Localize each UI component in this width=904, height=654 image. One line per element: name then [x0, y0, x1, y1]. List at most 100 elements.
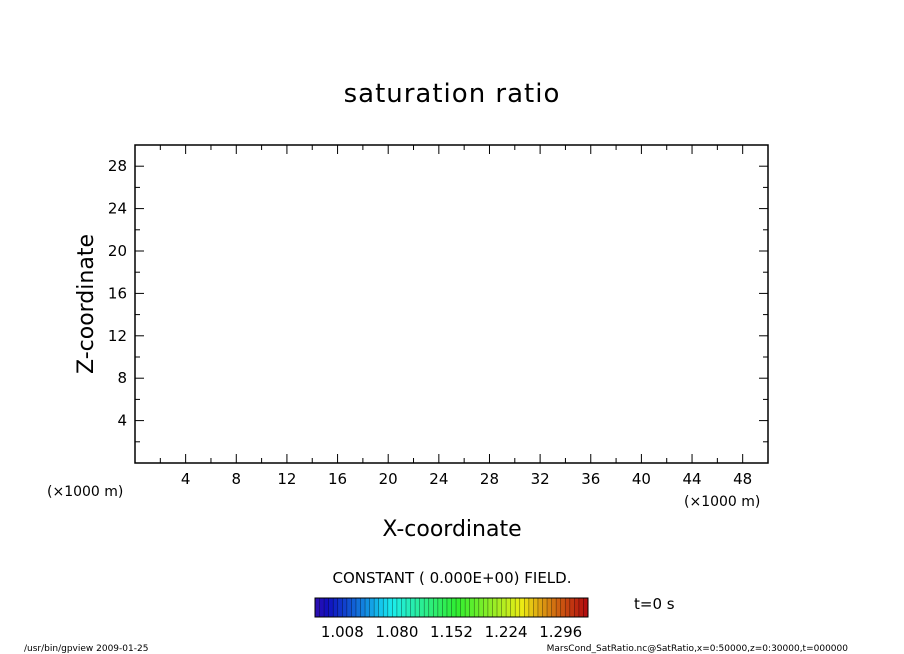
colorbar-tick-label: 1.224 — [485, 623, 528, 641]
colorbar-level — [396, 598, 402, 617]
y-axis: 4 8 12 16 20 24 28 — [108, 157, 768, 443]
colorbar-level — [428, 598, 434, 617]
x-axis-title: X-coordinate — [382, 517, 521, 542]
y-tick-label: 20 — [108, 242, 127, 260]
y-tick-label: 16 — [108, 284, 127, 302]
colorbar-level — [515, 598, 521, 617]
colorbar-level — [551, 598, 557, 617]
colorbar-level — [351, 598, 357, 617]
footer-right: MarsCond_SatRatio.nc@SatRatio,x=0:50000,… — [547, 644, 849, 654]
colorbar-frame — [314, 597, 589, 618]
colorbar-level — [456, 598, 461, 617]
colorbar-level — [360, 598, 366, 617]
y-tick-label: 28 — [108, 157, 127, 175]
colorbar-level — [537, 598, 543, 617]
colorbar-level — [365, 598, 370, 617]
colorbar-level — [437, 598, 443, 617]
colorbar-level — [556, 598, 561, 617]
y-tick-label: 24 — [108, 200, 127, 218]
colorbar-level — [478, 598, 484, 617]
x-tick-label: 36 — [581, 470, 600, 488]
colorbar-level — [333, 598, 339, 617]
colorbar-level — [406, 598, 411, 617]
y-tick-label: 8 — [117, 369, 127, 387]
colorbar-level — [387, 598, 393, 617]
colorbar-level — [442, 598, 448, 617]
colorbar-level — [524, 598, 530, 617]
colorbar-tick-label: 1.008 — [321, 623, 364, 641]
colorbar-level — [315, 598, 320, 617]
colorbar-level — [574, 598, 580, 617]
y-tick-label: 4 — [117, 412, 127, 430]
x-tick-label: 8 — [232, 470, 242, 488]
colorbar-level — [569, 598, 575, 617]
colorbar-level — [533, 598, 539, 617]
plot-frame — [134, 144, 769, 464]
colorbar-labels: 1.008 1.080 1.152 1.224 1.296 — [321, 623, 582, 641]
x-tick-label: 4 — [181, 470, 191, 488]
colorbar-level — [465, 598, 470, 617]
x-tick-label: 32 — [531, 470, 550, 488]
colorbar-level — [383, 598, 389, 617]
colorbar-tick-label: 1.152 — [430, 623, 473, 641]
x-tick-label: 44 — [682, 470, 701, 488]
colorbar-level — [374, 598, 379, 617]
colorbar-level — [369, 598, 375, 617]
colorbar-level — [446, 598, 452, 617]
colorbar-level — [451, 598, 457, 617]
colorbar-level — [506, 598, 511, 617]
colorbar-level — [547, 598, 552, 617]
colorbar-level — [419, 598, 425, 617]
field-note: CONSTANT ( 0.000E+00) FIELD. — [333, 569, 572, 587]
colorbar-level — [324, 598, 329, 617]
colorbar-level — [474, 598, 480, 617]
colorbar-level — [401, 598, 407, 617]
colorbar — [314, 598, 589, 617]
x-tick-label: 28 — [480, 470, 499, 488]
colorbar-level — [528, 598, 534, 617]
x-tick-label: 40 — [632, 470, 651, 488]
colorbar-level — [378, 598, 384, 617]
colorbar-level — [415, 598, 420, 617]
colorbar-level — [501, 598, 507, 617]
colorbar-level — [583, 598, 589, 617]
colorbar-tick-label: 1.296 — [539, 623, 582, 641]
x-tick-label: 48 — [733, 470, 752, 488]
colorbar-level — [578, 598, 584, 617]
x-axis: 4 8 12 16 20 24 28 32 36 40 44 48 — [159, 145, 752, 488]
colorbar-level — [410, 598, 416, 617]
colorbar-level — [497, 598, 502, 617]
colorbar-level — [565, 598, 571, 617]
colorbar-level — [392, 598, 398, 617]
colorbar-level — [560, 598, 566, 617]
colorbar-level — [487, 598, 493, 617]
colorbar-level — [346, 598, 352, 617]
x-axis-unit-right: (×1000 m) — [684, 494, 760, 510]
colorbar-level — [319, 598, 325, 617]
colorbar-level — [424, 598, 430, 617]
colorbar-level — [492, 598, 498, 617]
x-tick-label: 20 — [379, 470, 398, 488]
colorbar-level — [460, 598, 466, 617]
colorbar-level — [355, 598, 361, 617]
y-axis-title: Z-coordinate — [74, 234, 99, 374]
colorbar-level — [433, 598, 439, 617]
colorbar-level — [342, 598, 348, 617]
colorbar-level — [519, 598, 525, 617]
x-tick-label: 12 — [277, 470, 296, 488]
y-tick-label: 12 — [108, 327, 127, 345]
colorbar-level — [510, 598, 516, 617]
colorbar-level — [483, 598, 489, 617]
footer-left: /usr/bin/gpview 2009-01-25 — [24, 644, 148, 654]
x-tick-label: 16 — [328, 470, 347, 488]
colorbar-level — [469, 598, 475, 617]
colorbar-level — [328, 598, 334, 617]
colorbar-level — [337, 598, 343, 617]
time-label: t=0 s — [634, 595, 675, 613]
colorbar-level — [542, 598, 548, 617]
x-axis-unit-left: (×1000 m) — [47, 484, 123, 500]
colorbar-tick-label: 1.080 — [375, 623, 418, 641]
chart-title: saturation ratio — [344, 79, 561, 109]
x-tick-label: 24 — [429, 470, 448, 488]
